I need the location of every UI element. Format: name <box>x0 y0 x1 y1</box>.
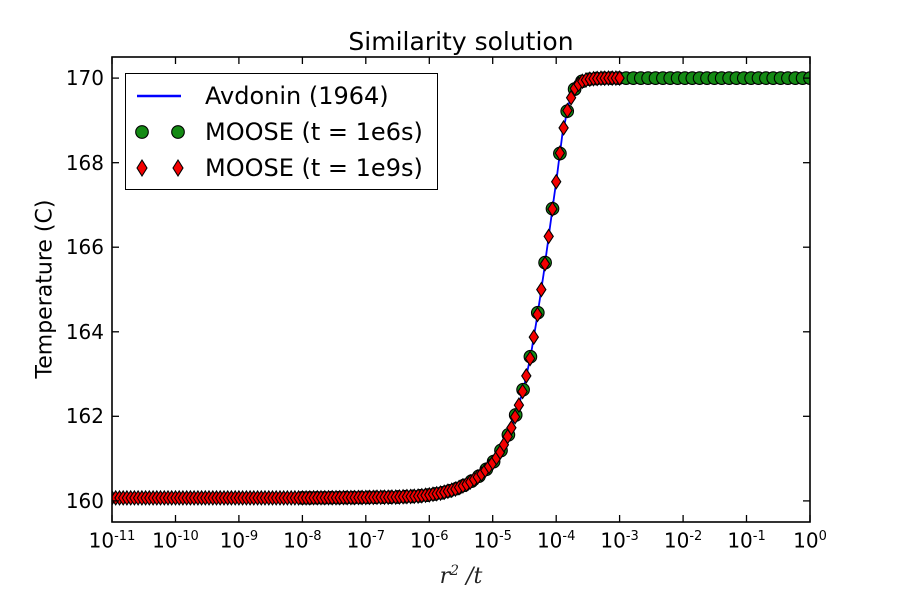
moose-1e9-marker <box>521 367 532 384</box>
legend-handle-line <box>137 94 181 97</box>
moose-1e9-marker <box>614 70 625 87</box>
moose-1e9-marker <box>532 306 543 323</box>
x-tick-label: 10-1 <box>727 528 766 553</box>
moose-1e9-marker <box>536 281 547 298</box>
moose-1e9-marker <box>558 119 569 136</box>
moose-1e9-marker <box>506 419 517 436</box>
moose-1e9-marker <box>509 408 521 425</box>
y-tick-label: 164 <box>65 319 104 344</box>
legend-row: Avdonin (1964) <box>134 78 433 114</box>
x-tick-label: 10-9 <box>219 528 259 553</box>
legend-handle-circle <box>135 124 185 139</box>
x-tick-label: 10-7 <box>346 528 386 553</box>
x-axis-label-var: r <box>439 564 451 590</box>
x-tick-label: 10-4 <box>536 528 576 553</box>
moose-1e9-marker <box>524 350 536 367</box>
legend-label: Avdonin (1964) <box>205 81 389 110</box>
moose-1e9-marker <box>562 102 573 119</box>
legend-label: MOOSE (t = 1e6s) <box>205 117 423 146</box>
y-tick-label: 160 <box>65 488 104 513</box>
moose-1e9-marker <box>547 201 558 218</box>
x-tick-label: 10-11 <box>88 528 136 553</box>
y-tick-label: 168 <box>65 150 104 175</box>
y-axis-label: Temperature (C) <box>32 199 58 379</box>
x-tick-label: 10-10 <box>152 528 199 553</box>
moose-1e9-marker <box>539 255 551 272</box>
chart-title: Similarity solution <box>348 27 574 56</box>
moose-1e9-marker <box>543 228 554 245</box>
legend-handle-diamond <box>136 158 184 177</box>
x-tick-label: 10-6 <box>410 528 449 553</box>
x-tick-label: 100 <box>793 528 827 553</box>
legend-row: MOOSE (t = 1e9s) <box>134 150 433 186</box>
moose-1e9-marker <box>550 173 562 190</box>
moose-1e9-marker <box>565 89 577 106</box>
y-tick-label: 166 <box>65 235 104 260</box>
moose-1e9-marker <box>517 383 528 400</box>
y-tick-label: 162 <box>65 404 104 429</box>
x-tick-label: 10-5 <box>473 528 512 553</box>
axis-ticks <box>111 57 811 522</box>
moose-1e9-marker <box>554 145 566 162</box>
axes-frame <box>111 56 811 523</box>
moose-1e9-marker <box>528 329 540 346</box>
legend: Avdonin (1964) MOOSE (t = 1e6s) MOOSE (t… <box>125 73 438 190</box>
x-axis-label-rest: /t <box>459 564 483 590</box>
x-tick-label: 10-2 <box>663 528 703 553</box>
x-axis-label: r2 /t <box>440 563 483 589</box>
x-tick-label: 10-3 <box>600 528 639 553</box>
x-tick-label: 10-8 <box>283 528 322 553</box>
y-tick-label: 170 <box>65 66 104 91</box>
moose-1e9-marker <box>513 397 525 414</box>
legend-row: MOOSE (t = 1e6s) <box>134 114 433 150</box>
x-axis-label-exp: 2 <box>450 562 460 579</box>
legend-label: MOOSE (t = 1e9s) <box>205 153 423 182</box>
moose-1e9-markers <box>112 70 625 506</box>
plot-data-layer <box>112 70 810 506</box>
